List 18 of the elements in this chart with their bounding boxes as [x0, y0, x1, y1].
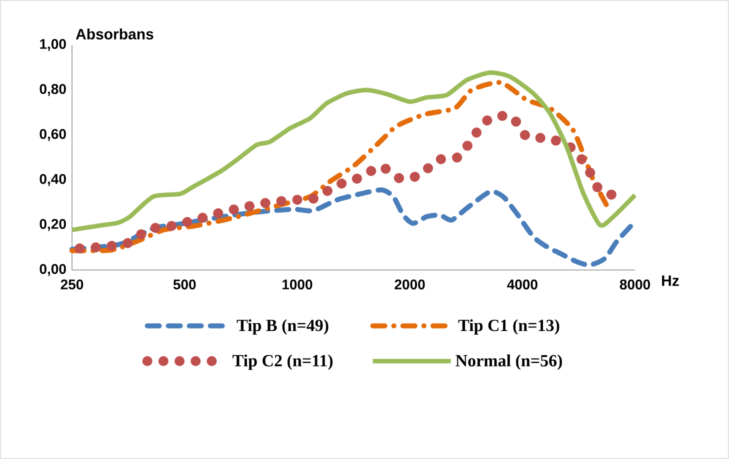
y-axis-title: Absorbans: [76, 28, 154, 40]
x-tick-label: 500: [173, 280, 196, 290]
y-tick-label: 0,20: [40, 219, 66, 231]
y-tick-label: 0,40: [40, 174, 66, 186]
y-tick-label: 1,00: [40, 39, 66, 51]
legend-label: Normal (n=56): [456, 354, 562, 370]
x-axis-title: Hz: [662, 276, 679, 286]
legend-label: Tip C1 (n=13): [458, 319, 560, 335]
x-tick-label: 4000: [507, 280, 538, 290]
x-tick-label: 2000: [394, 280, 425, 290]
y-tick-label: 0,60: [40, 129, 66, 141]
x-tick-label: 8000: [620, 280, 650, 290]
y-tick-label: 0,00: [40, 264, 66, 276]
x-tick-label: 250: [60, 280, 84, 290]
x-tick-label: 1000: [282, 280, 312, 290]
legend-label: Tip B (n=49): [236, 319, 328, 335]
legend-label: Tip C2 (n=11): [232, 354, 333, 370]
y-tick-label: 0,80: [40, 84, 66, 96]
